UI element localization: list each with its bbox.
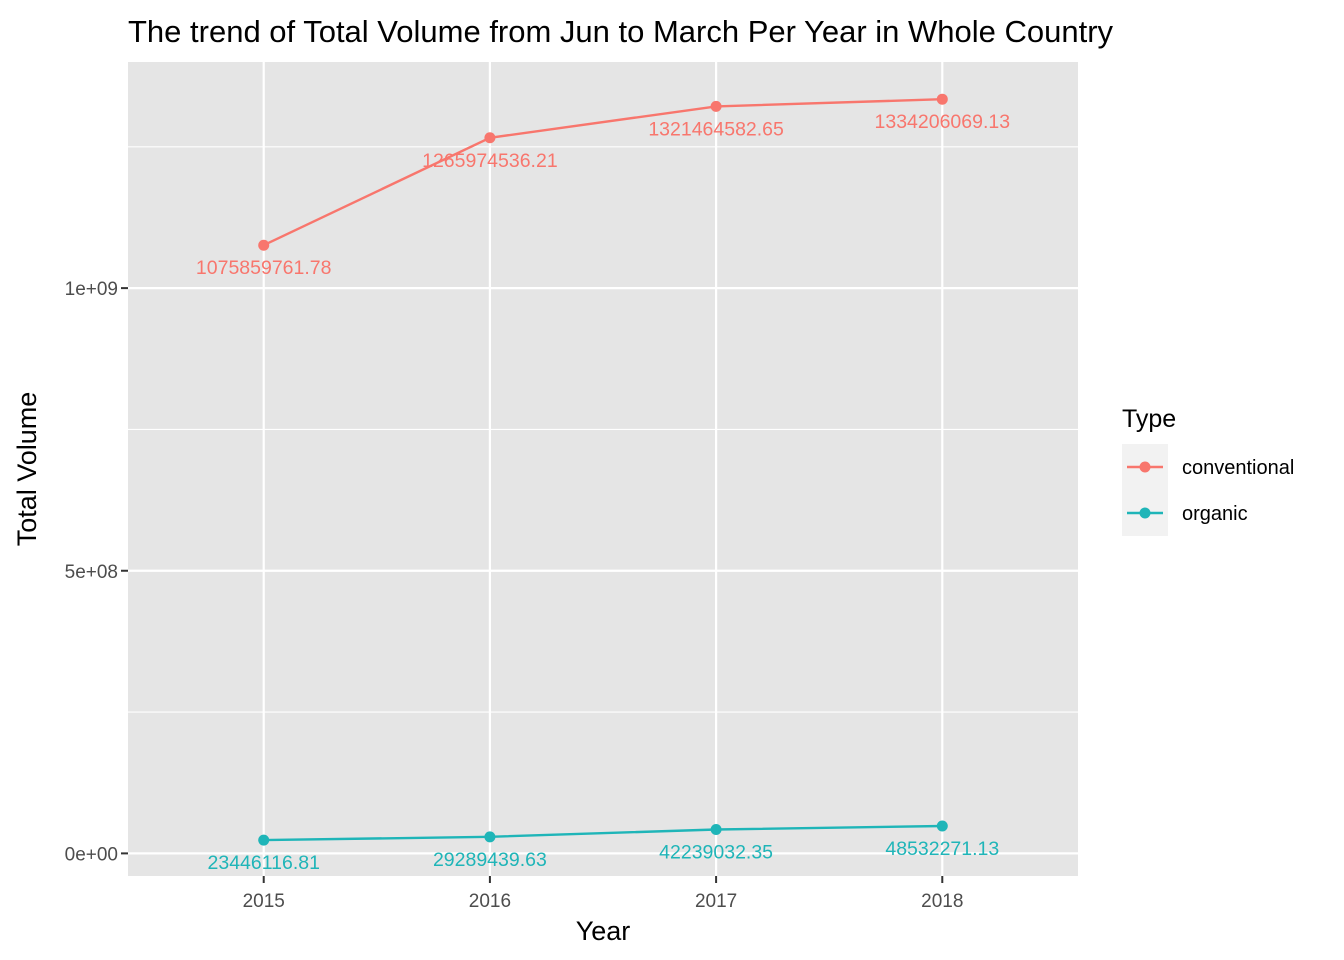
- series-layer: 1075859761.78 1265974536.21 1321464582.65 1…: [196, 93, 1011, 874]
- data-label-organic: 23446116.81: [208, 852, 320, 874]
- data-label-conventional: 1265974536.21: [422, 150, 558, 172]
- data-point-conventional: [710, 100, 722, 112]
- chart-title: The trend of Total Volume from Jun to Ma…: [128, 14, 1114, 49]
- series-line-conventional: [263, 98, 943, 247]
- y-tick-label: 5e+08: [65, 562, 118, 583]
- legend-key-point-conventional: [1139, 461, 1151, 473]
- data-point-organic: [258, 834, 270, 846]
- legend-key-background: [1122, 444, 1168, 536]
- data-label-organic: 29289439.63: [433, 849, 547, 871]
- data-label-conventional: 1334206069.13: [875, 111, 1011, 133]
- y-tick-label: 1e+09: [65, 279, 118, 300]
- legend-label-organic: organic: [1182, 503, 1248, 525]
- data-label-organic: 48532271.13: [885, 838, 999, 860]
- legend-key-point-organic: [1139, 507, 1151, 519]
- axes: 0e+00 5e+08 1e+09 2015 2016 2017 2018: [65, 279, 964, 912]
- data-point-organic: [936, 820, 948, 832]
- x-axis-title: Year: [576, 916, 631, 946]
- x-tick-label: 2018: [921, 891, 963, 912]
- data-point-conventional: [936, 93, 948, 105]
- data-label-organic: 42239032.35: [659, 842, 773, 864]
- legend-label-conventional: conventional: [1182, 457, 1294, 479]
- data-point-conventional: [484, 132, 496, 144]
- legend-title: Type: [1122, 405, 1176, 433]
- legend-items: conventional organic: [1127, 457, 1294, 525]
- x-tick-label: 2016: [469, 891, 511, 912]
- data-point-organic: [710, 824, 722, 836]
- x-tick-label: 2017: [695, 891, 737, 912]
- plot-panel: [128, 62, 1078, 876]
- y-axis-title: Total Volume: [12, 392, 42, 547]
- data-point-organic: [484, 831, 496, 843]
- major-gridlines: [128, 62, 1078, 876]
- data-label-conventional: 1321464582.65: [648, 118, 784, 140]
- minor-gridlines: [128, 146, 1078, 713]
- y-tick-label: 0e+00: [65, 844, 118, 865]
- data-label-conventional: 1075859761.78: [196, 257, 332, 279]
- legend: Type conventional organic: [1122, 405, 1294, 536]
- data-point-conventional: [258, 239, 270, 251]
- x-tick-label: 2015: [243, 891, 285, 912]
- series-line-organic: [263, 824, 943, 842]
